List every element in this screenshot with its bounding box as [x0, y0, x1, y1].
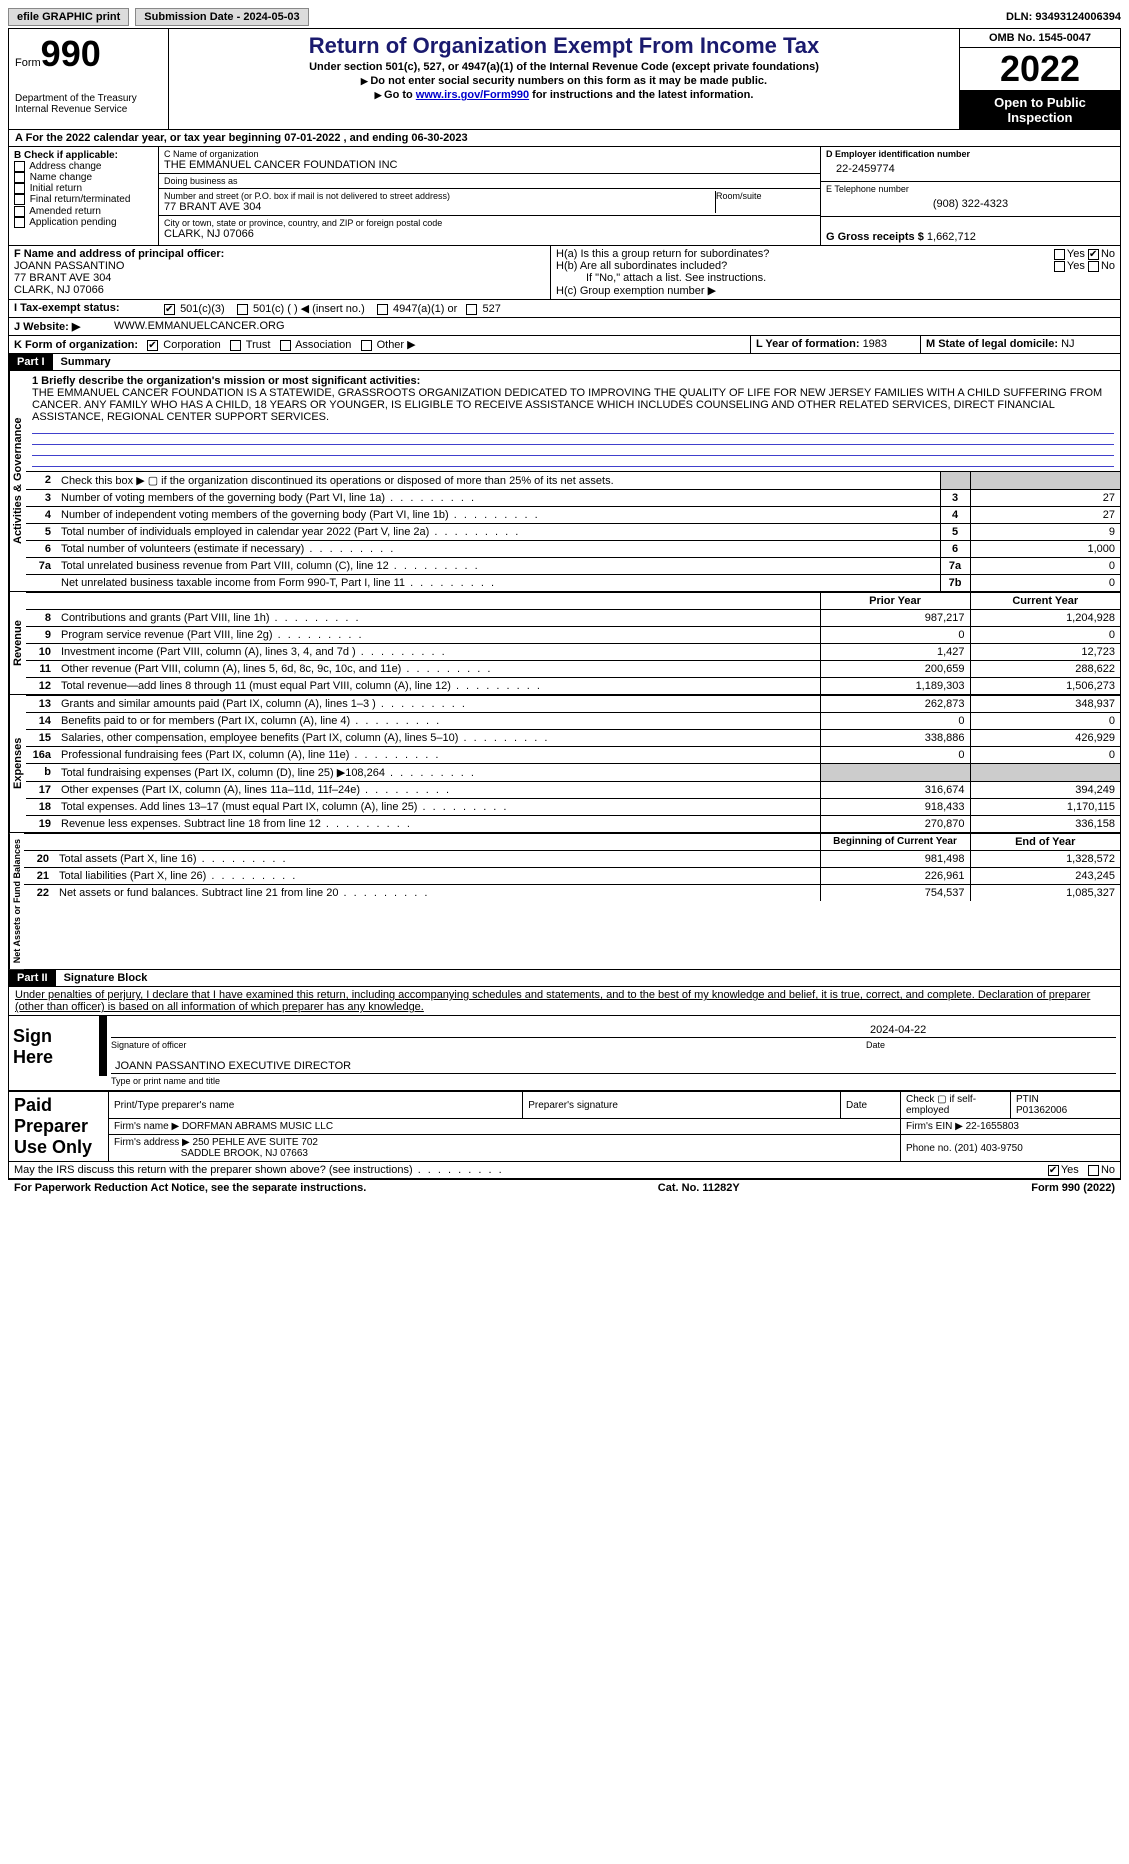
- form-header: Form990 Department of the Treasury Inter…: [8, 28, 1121, 130]
- toolbar: efile GRAPHIC print Submission Date - 20…: [8, 8, 1121, 26]
- subtitle-2: Do not enter social security numbers on …: [175, 75, 953, 87]
- submission-button[interactable]: Submission Date - 2024-05-03: [135, 8, 308, 26]
- section-a: A For the 2022 calendar year, or tax yea…: [8, 130, 1121, 147]
- subtitle-3: Go to www.irs.gov/Form990 for instructio…: [175, 89, 953, 101]
- mission: THE EMMANUEL CANCER FOUNDATION IS A STAT…: [32, 387, 1114, 423]
- form-number: 990: [41, 33, 101, 74]
- street: 77 BRANT AVE 304: [164, 201, 715, 213]
- dept-label: Department of the Treasury Internal Reve…: [15, 93, 162, 115]
- officer-typed-name: JOANN PASSANTINO EXECUTIVE DIRECTOR: [111, 1058, 1116, 1074]
- row-klm: K Form of organization: Corporation Trus…: [8, 336, 1121, 354]
- sign-here: Sign Here: [9, 1016, 99, 1090]
- box-c: C Name of organizationTHE EMMANUEL CANCE…: [159, 147, 820, 245]
- sidebar-exp: Expenses: [9, 695, 26, 832]
- dln: DLN: 93493124006394: [1006, 11, 1121, 23]
- info-grid: B Check if applicable: Address change Na…: [8, 147, 1121, 246]
- irs-link[interactable]: www.irs.gov/Form990: [416, 89, 529, 101]
- box-b: B Check if applicable: Address change Na…: [9, 147, 159, 245]
- efile-button[interactable]: efile GRAPHIC print: [8, 8, 129, 26]
- page-footer: For Paperwork Reduction Act Notice, see …: [8, 1179, 1121, 1196]
- omb-number: OMB No. 1545-0047: [960, 29, 1120, 48]
- part2-header: Part IISignature Block: [8, 970, 1121, 987]
- penalty-text: Under penalties of perjury, I declare th…: [8, 987, 1121, 1016]
- part1-header: Part ISummary: [8, 354, 1121, 371]
- paid-preparer-label: Paid Preparer Use Only: [9, 1092, 109, 1162]
- ein: 22-2459774: [826, 159, 1115, 179]
- sidebar-rev: Revenue: [9, 592, 26, 694]
- row-i: I Tax-exempt status: 501(c)(3) 501(c) ( …: [8, 300, 1121, 318]
- form-title: Return of Organization Exempt From Incom…: [175, 33, 953, 59]
- checkbox-item[interactable]: Amended return: [14, 206, 153, 217]
- form-word: Form: [15, 57, 41, 69]
- discuss-row: May the IRS discuss this return with the…: [8, 1162, 1121, 1179]
- box-h: H(a) Is this a group return for subordin…: [550, 246, 1120, 299]
- firm-name: DORFMAN ABRAMS MUSIC LLC: [182, 1121, 333, 1132]
- box-f: F Name and address of principal officer:…: [9, 246, 550, 299]
- preparer-table: Paid Preparer Use Only Print/Type prepar…: [8, 1091, 1121, 1162]
- subtitle-1: Under section 501(c), 527, or 4947(a)(1)…: [175, 61, 953, 73]
- checkbox-item[interactable]: Address change: [14, 161, 153, 172]
- firm-ein: 22-1655803: [966, 1121, 1019, 1132]
- org-name: THE EMMANUEL CANCER FOUNDATION INC: [164, 159, 815, 171]
- officer-group-row: F Name and address of principal officer:…: [8, 246, 1121, 300]
- checkbox-item[interactable]: Final return/terminated: [14, 194, 153, 205]
- city: CLARK, NJ 07066: [164, 228, 815, 240]
- checkbox-item[interactable]: Application pending: [14, 217, 153, 228]
- gross-receipts: 1,662,712: [927, 231, 976, 243]
- firm-phone: (201) 403-9750: [954, 1143, 1022, 1154]
- website: WWW.EMMANUELCANCER.ORG: [109, 318, 290, 335]
- sidebar-ag: Activities & Governance: [9, 371, 26, 591]
- sidebar-na: Net Assets or Fund Balances: [9, 833, 24, 969]
- checkbox-item[interactable]: Initial return: [14, 183, 153, 194]
- checkbox-item[interactable]: Name change: [14, 172, 153, 183]
- officer-name: JOANN PASSANTINO: [14, 260, 545, 272]
- tax-year: 2022: [960, 48, 1120, 91]
- open-to-public: Open to Public Inspection: [960, 91, 1120, 129]
- ptin: P01362006: [1016, 1105, 1067, 1116]
- row-j: J Website: ▶WWW.EMMANUELCANCER.ORG: [8, 318, 1121, 336]
- phone: (908) 322-4323: [826, 194, 1115, 214]
